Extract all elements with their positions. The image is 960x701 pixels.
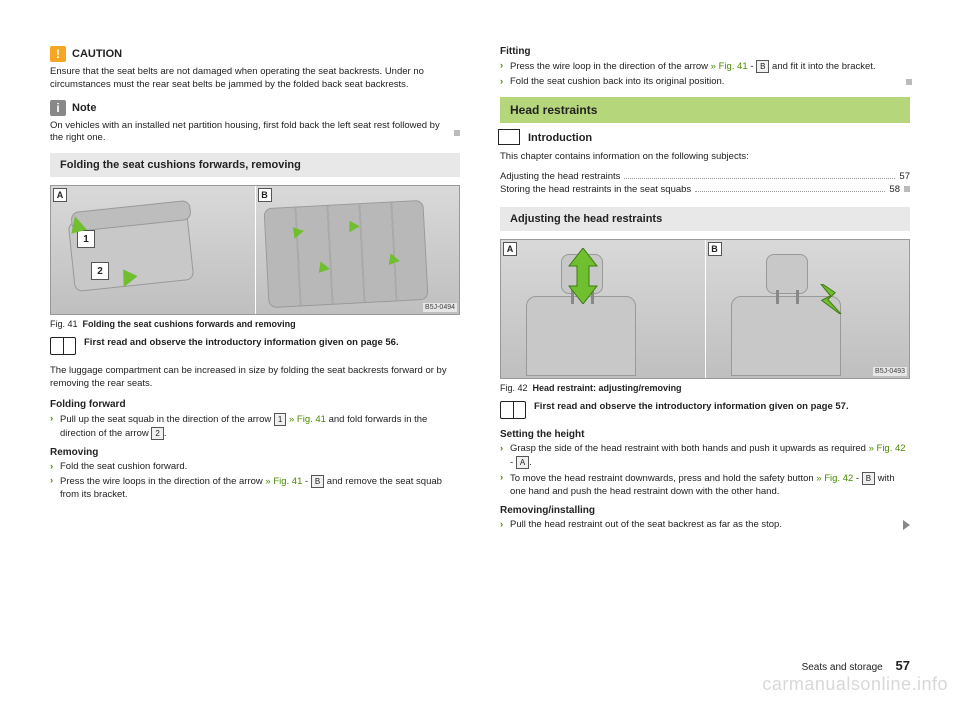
figure-42-caption: Fig. 42 Head restraint: adjusting/removi… — [500, 383, 910, 393]
folding-list: Pull up the seat squab in the direction … — [50, 413, 460, 441]
toc-line-1: Adjusting the head restraints 57 — [500, 171, 910, 182]
para-luggage: The luggage compartment can be increased… — [50, 365, 460, 391]
figure-42-b: B B5J-0493 — [706, 240, 910, 378]
footer-section: Seats and storage — [802, 662, 883, 673]
toc-page: 57 — [899, 171, 910, 182]
remove-install-head: Removing/installing — [500, 505, 910, 516]
fitting-bullet-1: Press the wire loop in the direction of … — [500, 60, 910, 74]
book-icon — [50, 337, 76, 355]
panel-b-label: B — [258, 188, 272, 202]
toc-page: 58 — [889, 184, 900, 195]
box-2: 2 — [151, 427, 163, 440]
info-icon: i — [50, 100, 66, 116]
left-column: ! CAUTION Ensure that the seat belts are… — [50, 40, 460, 650]
setting-height-head: Setting the height — [500, 429, 910, 440]
fitting-head: Fitting — [500, 46, 910, 57]
panel-a-label: A — [503, 242, 517, 256]
caution-callout: ! CAUTION — [50, 46, 460, 62]
note-text: On vehicles with an installed net partit… — [50, 120, 460, 146]
pages-icon — [500, 131, 520, 145]
page-footer: Seats and storage 57 — [802, 658, 910, 673]
arrow-1-badge: 1 — [77, 230, 95, 248]
toc-dots — [695, 191, 885, 192]
removing-bullet-1: Fold the seat cushion forward. — [50, 461, 460, 474]
end-marker-icon — [906, 79, 912, 85]
head-restraints-title: Head restraints — [500, 97, 910, 123]
book-icon — [500, 401, 526, 419]
figure-code: B5J-0493 — [873, 367, 907, 376]
read-first-text: First read and observe the introductory … — [84, 337, 399, 349]
end-marker-icon — [454, 130, 460, 136]
introduction-label: Introduction — [528, 132, 592, 144]
removing-bullet-2: Press the wire loops in the direction of… — [50, 475, 460, 502]
note-label: Note — [72, 102, 96, 114]
fitting-list: Press the wire loop in the direction of … — [500, 60, 910, 89]
box-b: B — [756, 60, 769, 73]
figure-42-a: A — [501, 240, 706, 378]
toc-dots — [624, 178, 895, 179]
end-marker-icon — [904, 186, 910, 192]
read-first-text: First read and observe the introductory … — [534, 401, 849, 413]
green-arrow-icon — [816, 284, 846, 314]
figure-41-b: B B5J-0494 — [256, 186, 460, 314]
intro-row: Introduction — [500, 131, 910, 145]
note-callout: i Note — [50, 100, 460, 116]
note-row: On vehicles with an installed net partit… — [50, 120, 460, 146]
fitting-bullet-2: Fold the seat cushion back into its orig… — [500, 76, 910, 89]
updown-arrow-icon — [563, 248, 603, 304]
footer-page: 57 — [896, 658, 910, 673]
fig-number: Fig. 41 — [50, 319, 78, 329]
figure-code: B5J-0494 — [423, 303, 457, 312]
toc-text: Storing the head restraints in the seat … — [500, 184, 691, 195]
setting-bullet-2: To move the head restraint downwards, pr… — [500, 472, 910, 499]
box-b: B — [862, 472, 875, 485]
caution-label: CAUTION — [72, 48, 122, 60]
fig-number: Fig. 42 — [500, 383, 528, 393]
figure-42: A B — [500, 239, 910, 379]
watermark: carmanualsonline.info — [762, 674, 948, 695]
arrow-2-badge: 2 — [91, 262, 109, 280]
page: ! CAUTION Ensure that the seat belts are… — [50, 40, 910, 650]
removing-list: Fold the seat cushion forward. Press the… — [50, 461, 460, 502]
folding-bullet-1: Pull up the seat squab in the direction … — [50, 413, 460, 441]
box-a: A — [516, 456, 529, 469]
setting-bullet-1: Grasp the side of the head restraint wit… — [500, 443, 910, 470]
caution-icon: ! — [50, 46, 66, 62]
fig-title: Head restraint: adjusting/removing — [533, 383, 682, 393]
toc-line-2: Storing the head restraints in the seat … — [500, 184, 910, 195]
read-first: First read and observe the introductory … — [50, 337, 460, 355]
panel-b-label: B — [708, 242, 722, 256]
removing-head: Removing — [50, 447, 460, 458]
read-first: First read and observe the introductory … — [500, 401, 910, 419]
caution-text: Ensure that the seat belts are not damag… — [50, 66, 460, 92]
folding-forward-head: Folding forward — [50, 399, 460, 410]
section-adjusting-title: Adjusting the head restraints — [500, 207, 910, 231]
remove-install-list: Pull the head restraint out of the seat … — [500, 519, 910, 532]
continue-arrow-icon — [903, 520, 910, 530]
figure-41-caption: Fig. 41 Folding the seat cushions forwar… — [50, 319, 460, 329]
section-folding-title: Folding the seat cushions forwards, remo… — [50, 153, 460, 177]
right-column: Fitting Press the wire loop in the direc… — [500, 40, 910, 650]
remove-bullet-1: Pull the head restraint out of the seat … — [500, 519, 910, 532]
box-b: B — [311, 475, 324, 488]
figure-41: A 1 2 B B5J-0494 — [50, 185, 460, 315]
setting-list: Grasp the side of the head restraint wit… — [500, 443, 910, 498]
panel-a-label: A — [53, 188, 67, 202]
box-1: 1 — [274, 413, 286, 426]
figure-41-a: A 1 2 — [51, 186, 256, 314]
intro-para: This chapter contains information on the… — [500, 151, 910, 164]
toc-text: Adjusting the head restraints — [500, 171, 620, 182]
fig-title: Folding the seat cushions forwards and r… — [83, 319, 296, 329]
